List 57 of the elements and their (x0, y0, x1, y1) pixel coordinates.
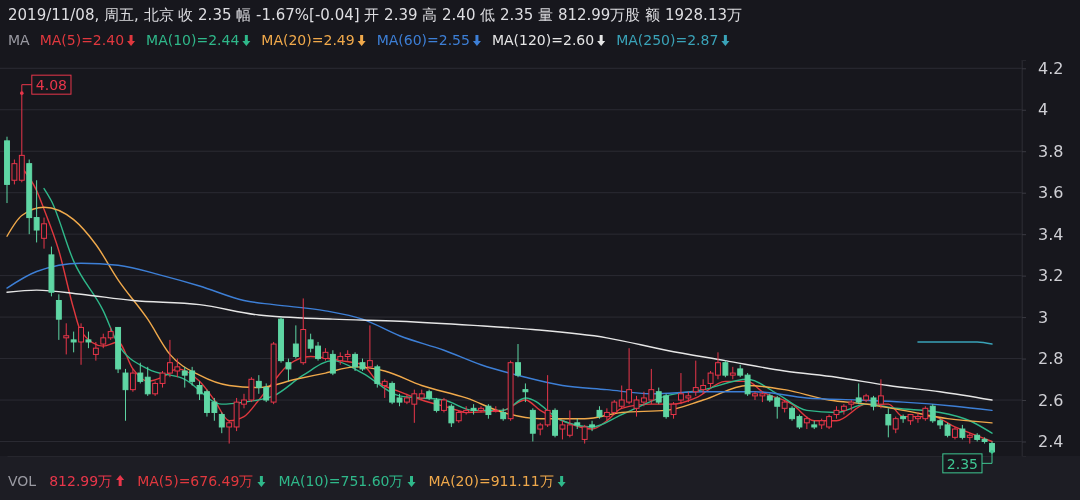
candlestick (137, 362, 144, 384)
candlestick (855, 382, 862, 405)
candlestick (515, 343, 521, 378)
candlestick (877, 378, 884, 409)
legend-label: MA(250)=2.87 (616, 32, 719, 48)
candlestick (478, 405, 484, 413)
candlestick (285, 358, 292, 382)
text: VOL (8, 473, 37, 489)
candlestick (129, 368, 136, 393)
y-tick-label: 4.2 (1038, 58, 1064, 78)
candlestick (744, 372, 751, 397)
candlestick (218, 411, 225, 434)
annotation: 4.08 (35, 77, 67, 94)
y-tick-label: 3.8 (1038, 141, 1064, 161)
legend-label: MA(5)=2.40 (39, 32, 125, 48)
y-tick-label: 2.4 (1038, 432, 1064, 452)
candlestick (381, 378, 388, 399)
candlestick (885, 407, 892, 438)
candlestick (522, 382, 529, 403)
line-series (6, 262, 993, 412)
candlestick (329, 349, 336, 376)
candlestick (529, 407, 536, 442)
text: MA(10)=751.60万 (278, 473, 404, 489)
text: MA(20)=911.11万 (428, 473, 554, 489)
candlestick (144, 366, 151, 397)
y-tick-label: 2.8 (1038, 349, 1064, 369)
candlestick (122, 368, 129, 422)
annotation: 2.35 (946, 455, 978, 472)
y-tick-label: 4 (1038, 100, 1049, 120)
candlestick (374, 364, 381, 389)
legend-label: MA(60)=2.55 (376, 32, 470, 48)
y-tick-label: 2.6 (1038, 390, 1064, 410)
candlestick (900, 414, 907, 424)
candlestick (448, 403, 455, 428)
y-tick-label: 3 (1038, 307, 1049, 327)
y-tick-label: 3.2 (1038, 266, 1064, 286)
candlestick (78, 322, 84, 366)
candlestick (589, 420, 596, 432)
candlestick (366, 324, 373, 370)
y-tick-label: 3.4 (1038, 224, 1064, 244)
legend-label: MA(20)=2.49 (261, 32, 355, 48)
legend-title: MA (8, 32, 31, 48)
candlestick (55, 293, 62, 341)
candlestick (33, 179, 40, 243)
text: MA(5)=676.49万 (137, 473, 254, 489)
legend-label: MA(120)=2.60 (491, 32, 595, 48)
candlestick (63, 322, 70, 355)
chart-title: 2019/11/08, 周五, 北京 收 2.35 幅 -1.67%[-0.04] 开 2.39 高 2.40 低 2.35 量 812.99万股 额 1928.13万 (8, 6, 742, 24)
text: 812.99万 (49, 473, 113, 489)
line-series (6, 289, 993, 401)
candlestick (544, 374, 551, 428)
candlestick (41, 217, 47, 250)
y-tick-label: 3.6 (1038, 183, 1064, 203)
candlestick (92, 341, 99, 362)
legend-label: MA(10)=2.44 (146, 32, 240, 48)
candlestick (70, 331, 77, 353)
candlestick (292, 324, 299, 360)
